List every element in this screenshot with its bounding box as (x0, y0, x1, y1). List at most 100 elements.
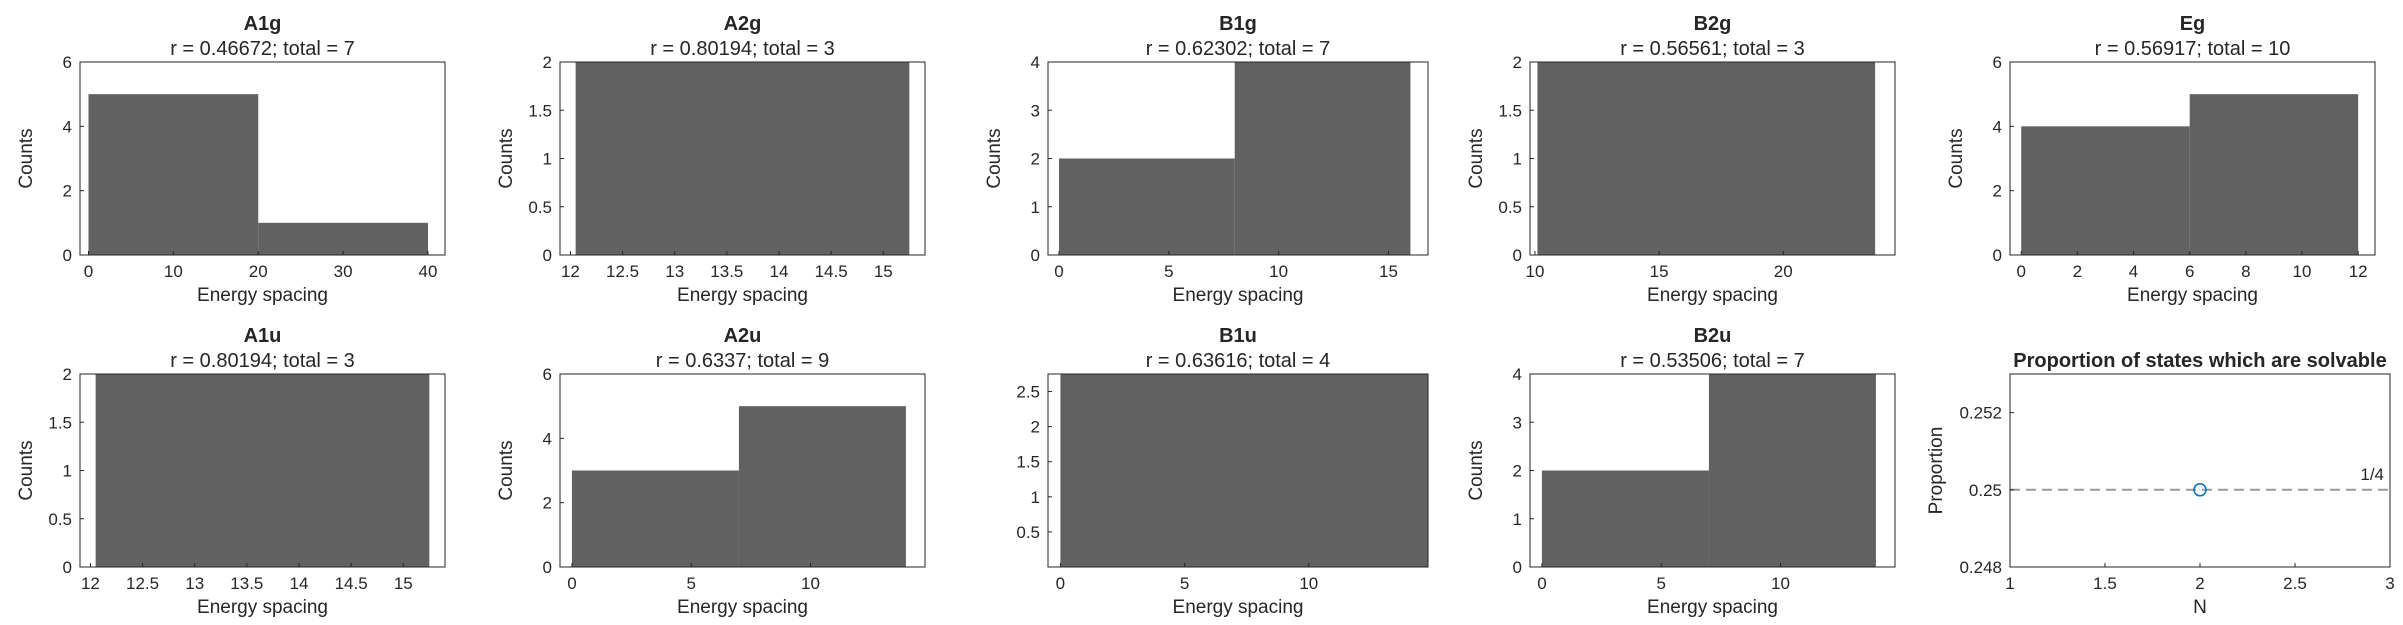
x-tick-label: 0 (1054, 262, 1063, 281)
reference-line-label: 1/4 (2360, 465, 2384, 484)
x-tick-label: 10 (2293, 262, 2312, 281)
panel-a2u: 0 5 10 0 2 4 6 A2u r = 0.6337; total = 9 Energy s… (496, 325, 926, 618)
y-axis-label: Counts (1466, 440, 1487, 500)
y-tick-label: 1 (1031, 198, 1040, 217)
y-tick-label: 6 (63, 53, 72, 72)
panel-subtitle: r = 0.6337; total = 9 (656, 350, 829, 372)
y-tick-label: 2.5 (1016, 383, 1040, 402)
panel-title: A2g (724, 13, 762, 35)
panel-title: B2u (1694, 325, 1732, 347)
x-tick-label: 0 (1537, 574, 1546, 593)
x-tick-label: 13 (185, 574, 204, 593)
x-axis-label: Energy spacing (677, 597, 808, 618)
x-tick-label: 30 (334, 262, 353, 281)
y-tick-label: 2 (1513, 53, 1522, 72)
x-tick-label: 15 (874, 262, 893, 281)
x-tick-label: 6 (2185, 262, 2194, 281)
x-axis-label: Energy spacing (1173, 285, 1304, 306)
x-tick-label: 0 (567, 574, 576, 593)
histogram-bar (95, 374, 430, 567)
x-tick-label: 40 (419, 262, 438, 281)
y-axis-label: Counts (16, 128, 37, 188)
y-axis-label: Counts (984, 128, 1005, 188)
histogram-bar (738, 406, 906, 567)
histogram-bar (88, 94, 259, 256)
histogram-bar (1541, 470, 1709, 567)
y-tick-label: 0.25 (1969, 481, 2002, 500)
y-tick-label: 0 (1031, 246, 1040, 265)
y-axis-label: Counts (1946, 128, 1967, 188)
y-tick-label: 4 (1993, 117, 2002, 136)
y-tick-label: 1.5 (528, 101, 552, 120)
panel-subtitle: r = 0.53506; total = 7 (1620, 350, 1805, 372)
x-tick-label: 12.5 (126, 574, 159, 593)
axes-box (2009, 373, 2391, 568)
panel-title: B1g (1219, 13, 1257, 35)
panel-proportion-of-states-which-are-solvable: 1/4 1 1.5 2 2.5 3 0.248 0.25 0.252 Proportion of … (1926, 350, 2395, 618)
y-tick-label: 1 (1513, 510, 1522, 529)
y-tick-label: 0 (63, 558, 72, 577)
y-tick-label: 1 (1513, 150, 1522, 169)
y-tick-label: 0 (63, 246, 72, 265)
panel-b2g: 10 15 20 0 0.5 1 1.5 2 B2g r = 0.56561; total = 3… (1466, 13, 1896, 306)
x-axis-label: Energy spacing (1647, 597, 1778, 618)
y-axis-label: Proportion (1926, 427, 1947, 515)
y-tick-label: 4 (1031, 53, 1040, 72)
x-tick-label: 0 (84, 262, 93, 281)
x-axis-label: Energy spacing (1647, 285, 1778, 306)
x-tick-label: 20 (249, 262, 268, 281)
panel-eg: 0 2 4 6 8 10 12 0 2 4 6 Eg r = 0.56917; total = 10 En… (1946, 13, 2376, 306)
x-tick-label: 20 (1774, 262, 1793, 281)
x-tick-label: 0 (2016, 262, 2025, 281)
y-tick-label: 0.5 (48, 510, 72, 529)
y-tick-label: 0 (543, 558, 552, 577)
x-tick-label: 1.5 (2093, 574, 2117, 593)
y-tick-label: 0.5 (1016, 523, 1040, 542)
x-axis-label: Energy spacing (1173, 597, 1304, 618)
y-tick-label: 3 (1513, 413, 1522, 432)
axes-box (79, 61, 446, 256)
x-tick-label: 12 (81, 574, 100, 593)
y-axis-label: Counts (16, 440, 37, 500)
panel-title: B1u (1219, 325, 1257, 347)
y-tick-label: 0.5 (1498, 198, 1522, 217)
x-tick-label: 5 (1164, 262, 1173, 281)
x-tick-label: 14.5 (335, 574, 368, 593)
histogram-bar (1060, 374, 1428, 567)
y-tick-label: 0 (543, 246, 552, 265)
x-tick-label: 10 (164, 262, 183, 281)
x-tick-label: 10 (1269, 262, 1288, 281)
y-tick-label: 2 (543, 494, 552, 513)
panel-b2u: 0 5 10 0 1 2 3 4 B2u r = 0.53506; total = 7 Energy… (1466, 325, 1896, 618)
x-tick-label: 2.5 (2283, 574, 2307, 593)
x-tick-label: 3 (2385, 574, 2394, 593)
x-tick-label: 10 (1299, 574, 1318, 593)
y-axis-label: Counts (1466, 128, 1487, 188)
panel-a1g: 0 10 20 30 40 0 2 4 6 A1g r = 0.46672; total = 7 En… (16, 13, 446, 306)
y-tick-label: 2 (543, 53, 552, 72)
x-tick-label: 12 (561, 262, 580, 281)
y-tick-label: 0.252 (1959, 404, 2002, 423)
y-tick-label: 4 (1513, 365, 1522, 384)
histogram-bar (2021, 126, 2190, 255)
y-tick-label: 1.5 (1016, 453, 1040, 472)
histogram-bar (2189, 94, 2359, 256)
y-tick-label: 0.5 (528, 198, 552, 217)
panel-subtitle: r = 0.80194; total = 3 (170, 350, 355, 372)
panel-title: A1g (244, 13, 282, 35)
panel-b1u: 0 5 10 0.5 1 1.5 2 2.5 B1u r = 0.63616; total = 4… (1016, 325, 1429, 618)
x-tick-label: 12 (2349, 262, 2368, 281)
histogram-bar (258, 222, 429, 255)
panel-subtitle: r = 0.80194; total = 3 (650, 38, 835, 60)
y-axis-label: Counts (496, 440, 517, 500)
axes-box (559, 373, 926, 568)
panel-title: B2g (1694, 13, 1732, 35)
x-tick-label: 10 (1526, 262, 1545, 281)
panel-subtitle: r = 0.56561; total = 3 (1620, 38, 1805, 60)
y-tick-label: 1.5 (48, 413, 72, 432)
y-tick-label: 3 (1031, 101, 1040, 120)
y-tick-label: 2 (1031, 418, 1040, 437)
x-tick-label: 4 (2129, 262, 2138, 281)
y-tick-label: 1.5 (1498, 101, 1522, 120)
